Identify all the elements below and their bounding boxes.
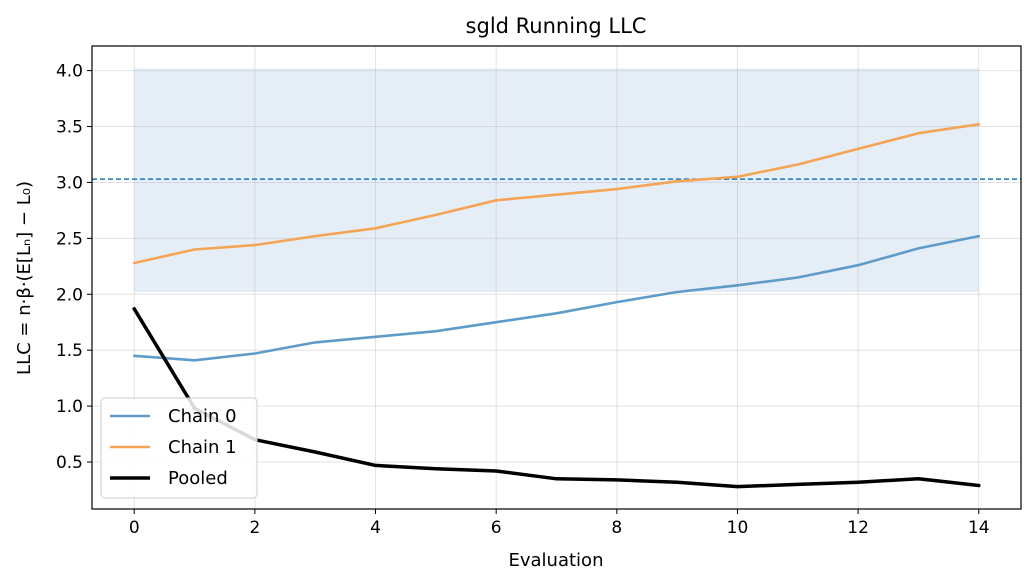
legend: Chain 0 Chain 1 Pooled [100,397,258,499]
y-axis-label: LLC = n·β·(E[Lₙ] − L₀) [14,181,35,375]
x-tick-label: 14 [968,518,990,538]
legend-box [100,397,258,499]
chart-title: sgld Running LLC [466,14,647,38]
x-axis-label: Evaluation [509,550,604,571]
y-tick-label: 2.0 [56,285,83,305]
shaded-band [134,68,979,293]
y-tick-label: 0.5 [56,453,83,473]
x-tick-label: 10 [727,518,749,538]
axes-frame [91,45,1022,510]
legend-label: Pooled [168,468,228,489]
y-tick-label: 3.0 [56,173,83,193]
y-tick-label: 4.0 [56,62,83,82]
x-tick-label: 6 [491,518,502,538]
series-line-pooled [132,307,981,489]
x-tick-label: 2 [249,518,260,538]
x-tick-label: 0 [129,518,140,538]
series-line-chain-0 [132,234,981,362]
x-tick-label: 8 [611,518,622,538]
series-line-chain-1 [132,123,981,265]
legend-label: Chain 0 [168,406,237,427]
x-tick-label: 4 [370,518,381,538]
y-tick-label: 3.5 [56,118,83,138]
legend-label: Chain 1 [168,437,237,458]
y-tick-label: 1.5 [56,341,83,361]
y-tick-label: 2.5 [56,229,83,249]
y-tick-label: 1.0 [56,397,83,417]
x-tick-label: 12 [847,518,869,538]
plot-area: 0 2 4 6 8 10 12 14 0.5 1.0 1.5 2.0 2.5 3.0 3.5 4.0 [56,45,1022,538]
